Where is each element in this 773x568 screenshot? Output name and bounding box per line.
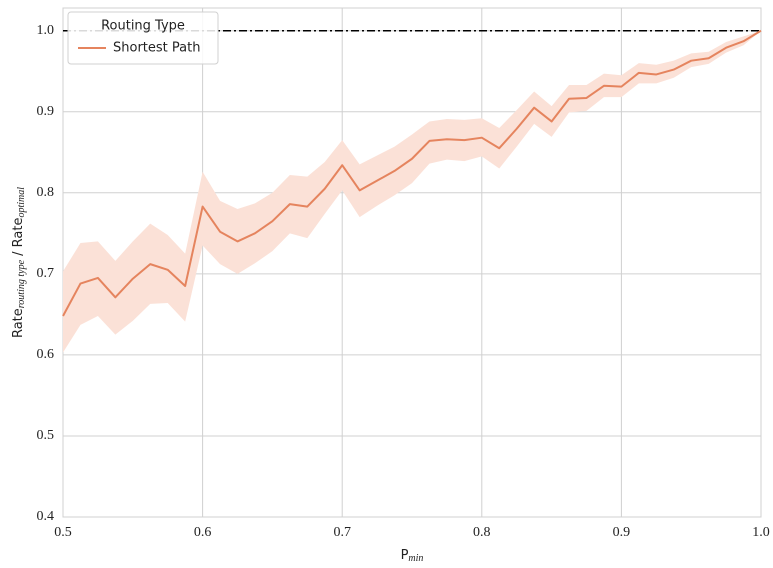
y-tick-label: 0.4	[37, 509, 55, 524]
y-axis-label-text: / Rate	[11, 218, 26, 260]
x-tick-label: 0.9	[613, 525, 631, 540]
legend-label: Shortest Path	[113, 41, 200, 56]
y-tick-label: 0.9	[37, 104, 55, 119]
x-tick-label: 0.8	[473, 525, 491, 540]
x-axis-label-sub: min	[408, 553, 423, 564]
x-axis-label: Pmin	[401, 548, 424, 565]
y-axis-label: Raterouting type / Rateoptimal	[11, 187, 28, 338]
y-axis-label-sub: routing type	[16, 259, 27, 308]
legend-box	[67, 11, 219, 65]
series-line	[62, 29, 762, 317]
x-axis-label-text: P	[401, 548, 409, 563]
y-tick-label: 0.7	[37, 266, 55, 281]
x-tick-label: 1.0	[752, 525, 770, 540]
legend-title: Routing Type	[101, 19, 185, 34]
plot-frame	[62, 7, 762, 518]
y-tick-label: 1.0	[37, 23, 55, 38]
y-tick-label: 0.5	[37, 428, 55, 443]
y-axis-label-sub: optimal	[16, 187, 27, 218]
confidence-band	[63, 30, 761, 353]
y-tick-label: 0.6	[37, 347, 55, 362]
y-tick-label: 0.8	[37, 185, 55, 200]
x-tick-label: 0.6	[194, 525, 212, 540]
x-tick-label: 0.5	[54, 525, 72, 540]
y-axis-label-text: Rate	[11, 308, 26, 338]
x-tick-label: 0.7	[333, 525, 351, 540]
